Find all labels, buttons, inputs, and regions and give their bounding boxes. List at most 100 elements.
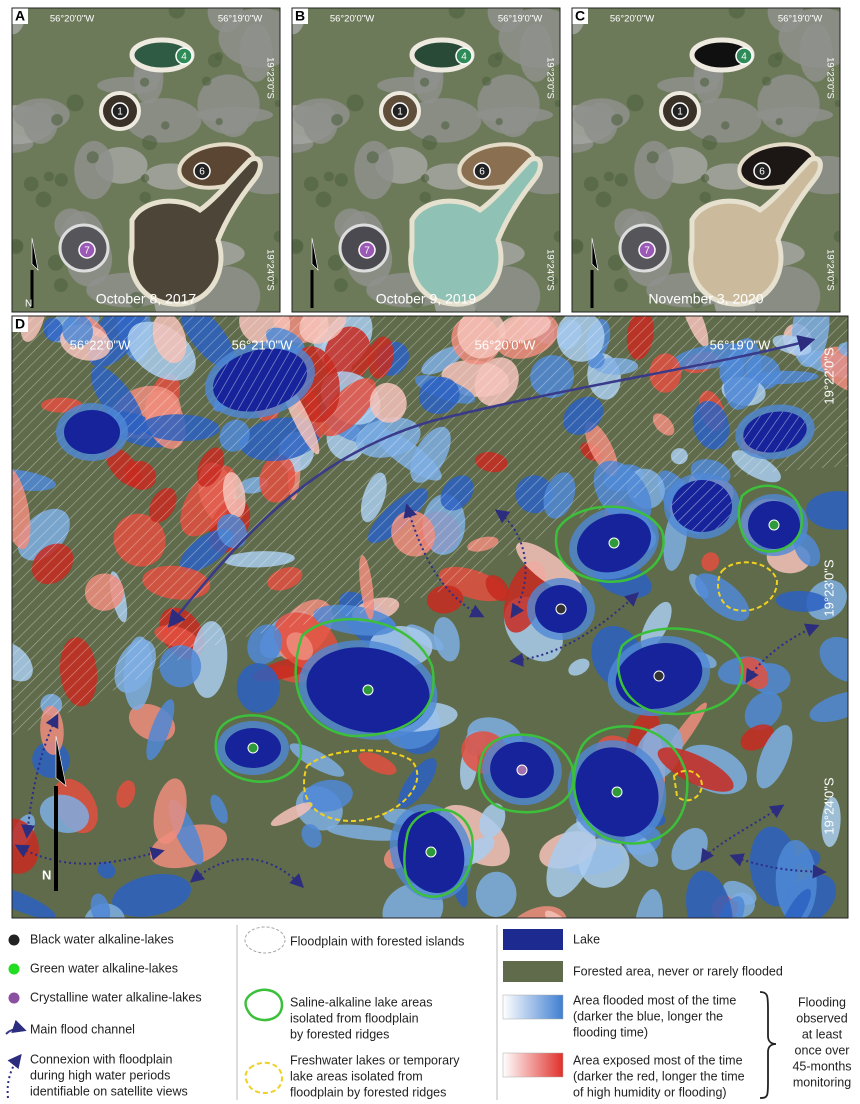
freshwater-boundary	[303, 749, 419, 823]
exposed-area	[270, 802, 313, 827]
grassland-patch	[125, 98, 202, 143]
forest-spot	[774, 52, 784, 61]
legend-text: observed	[796, 1011, 847, 1025]
legend-flooded	[502, 994, 564, 1020]
forest-spot	[481, 76, 492, 86]
forest-spot	[441, 121, 450, 130]
legend-text: flooding time)	[573, 1025, 648, 1039]
flooded-area	[809, 691, 848, 723]
forest-spot	[702, 135, 718, 151]
grassland-patch	[74, 140, 114, 200]
lake-marker	[455, 47, 473, 65]
forest-spot	[595, 191, 612, 208]
flooded-area	[671, 827, 708, 871]
forest-spot	[834, 100, 840, 108]
flooded-area	[97, 861, 116, 879]
forest-spot	[700, 77, 710, 87]
forest-spot	[603, 171, 614, 182]
forest-spot	[346, 94, 364, 112]
lake-type-dot	[555, 603, 567, 615]
grassland-patch	[405, 98, 482, 143]
forest-spot	[331, 113, 343, 126]
forest-spot	[613, 278, 628, 293]
panel-letter-box	[292, 8, 308, 24]
lake-marker	[193, 162, 211, 180]
forest-spot	[140, 77, 150, 87]
lake-number: 1	[397, 107, 403, 118]
panel-image	[572, 8, 840, 312]
forest-spot	[327, 254, 344, 271]
forest-spot	[646, 151, 659, 164]
flood-map: D 56°22'0"W 56°21'0"W 56°20'0"W 56°19'0"W 19°…	[11, 315, 849, 919]
legend-dot	[8, 934, 20, 946]
floodplain-connexion	[700, 804, 785, 864]
map-image	[12, 316, 848, 918]
legend-connexion	[6, 1053, 22, 1099]
forest-spot	[775, 117, 783, 126]
lake-marker	[358, 241, 376, 259]
forest-spot	[128, 291, 145, 308]
forest-spot	[201, 76, 212, 86]
legend-hatch-lines	[244, 926, 286, 954]
lake-number: 6	[479, 167, 485, 178]
legend-text: lake areas isolated from	[290, 1069, 423, 1083]
panel-frame	[11, 7, 281, 313]
saline-lake-boundary	[617, 627, 744, 716]
lake-number: 4	[181, 52, 187, 63]
lake-marker	[111, 102, 129, 120]
longitude-label: 56°19'0"W	[710, 337, 771, 352]
lake-number: 7	[364, 246, 370, 257]
panel-frame	[571, 7, 841, 313]
longitude-label: 56°20'0"W	[50, 14, 94, 25]
flooded-area	[326, 824, 404, 841]
forest-spot	[215, 117, 223, 126]
forest-spot	[721, 121, 730, 130]
flooded-area	[112, 874, 192, 917]
forest-spot	[53, 278, 68, 293]
acquisition-date: November 3, 2020	[648, 291, 763, 307]
exposed-area	[116, 780, 136, 808]
legend-text: Area exposed most of the time	[573, 1053, 743, 1067]
longitude-label: 56°20'0"W	[610, 14, 654, 25]
legend-freshwater	[244, 1061, 284, 1095]
panel-letter: D	[15, 316, 25, 332]
lake	[688, 156, 823, 307]
panel-image	[12, 8, 280, 312]
saline-lake-boundary	[572, 725, 689, 845]
lake-hatch	[672, 480, 732, 532]
forest-spot	[168, 8, 185, 19]
flooded-area	[301, 824, 322, 848]
forest-spot	[51, 113, 63, 126]
panel-image	[292, 8, 560, 312]
legend-text: Black water alkaline-lakes	[30, 932, 174, 946]
lake-number: 4	[461, 52, 467, 63]
lake-marker	[473, 162, 491, 180]
panel-letter-box	[12, 316, 28, 332]
legend-text: Area flooded most of the time	[573, 993, 736, 1007]
satellite-panel: 4 1 6 7 A 56°20'0"W 56°19'0"W 19°23'0"S 19°24'0"…	[11, 7, 281, 313]
legend-brace	[759, 991, 777, 1099]
forest-spot	[688, 291, 705, 308]
panel-frame	[291, 7, 561, 313]
latitude-label: 19°23'0"S	[544, 57, 555, 99]
lake-type-dot	[516, 764, 528, 776]
forest-spot	[292, 240, 303, 253]
north-label: N	[25, 299, 32, 310]
legend-text: Crystalline water alkaline-lakes	[30, 990, 202, 1004]
flooded-area	[634, 889, 663, 918]
flooded-area	[90, 893, 111, 918]
legend-text: monitoring	[793, 1075, 851, 1089]
lake-marker	[78, 241, 96, 259]
forest-spot	[23, 176, 39, 192]
grassland-patch	[197, 74, 260, 135]
saline-lake-boundary	[477, 733, 575, 814]
forest-spot	[553, 230, 560, 243]
flooded-area	[12, 885, 56, 918]
forest-spot	[408, 291, 425, 308]
forest-spot	[761, 76, 772, 86]
longitude-label: 56°20'0"W	[475, 337, 536, 352]
flooded-area	[210, 794, 228, 824]
latitude-label: 19°22'0"S	[821, 347, 836, 404]
longitude-label: 56°21'0"W	[232, 337, 293, 352]
saline-lake-boundary	[403, 808, 474, 898]
